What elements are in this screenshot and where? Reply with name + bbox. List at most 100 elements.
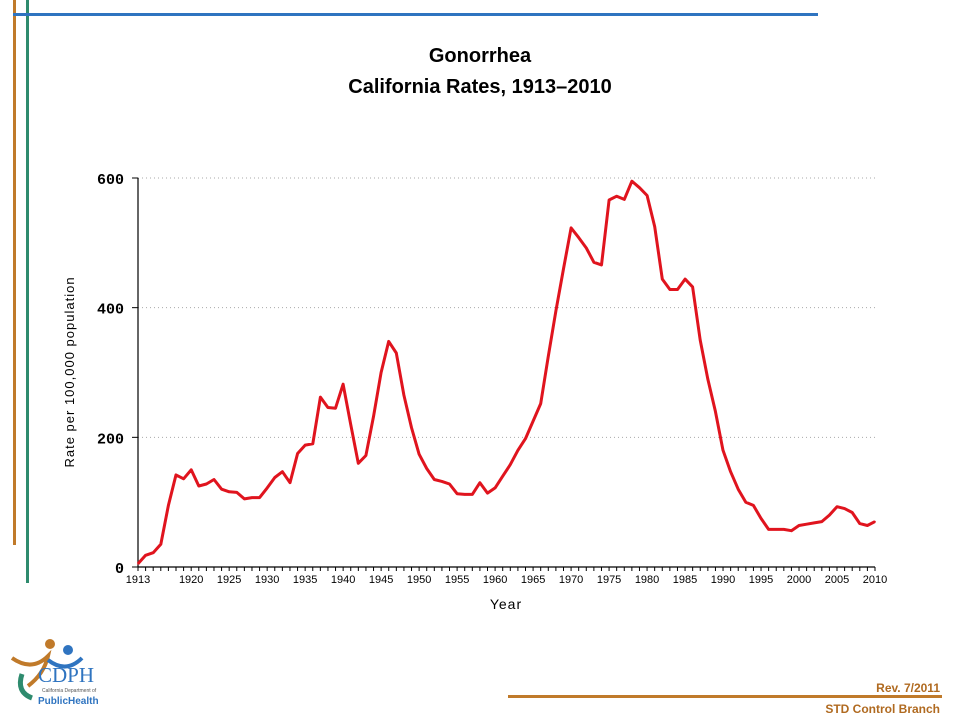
data-point [441, 480, 443, 483]
chart-subtitle: California Rates, 1913–2010 [348, 76, 612, 98]
x-tick-label: 1945 [369, 574, 393, 586]
data-point [334, 407, 337, 410]
data-point [304, 444, 307, 446]
logo-figure-arm-icon [10, 649, 52, 688]
data-point [517, 449, 519, 452]
orange-accent-bar [13, 0, 16, 545]
data-point [342, 383, 344, 386]
data-point [676, 288, 679, 291]
x-tick-label: 1925 [217, 574, 241, 586]
logo-figure-head-icon [63, 645, 73, 655]
logo-subtitle: California Department of [42, 688, 97, 694]
x-tick-label: 1940 [331, 574, 355, 586]
x-tick-label: 1975 [597, 574, 621, 586]
data-point [296, 452, 299, 455]
data-point [752, 504, 755, 507]
data-point [448, 483, 451, 485]
x-tick-label: 1970 [559, 574, 583, 586]
data-point [699, 339, 701, 341]
data-point [570, 227, 572, 229]
data-point [539, 402, 542, 405]
data-point [433, 478, 436, 481]
data-point [182, 478, 185, 480]
data-point [684, 278, 686, 280]
data-point [494, 487, 496, 489]
data-point [471, 493, 474, 496]
x-tick-label: 2000 [787, 574, 811, 586]
data-point [258, 496, 261, 499]
data-point [418, 453, 420, 456]
data-point [213, 478, 215, 481]
data-point [425, 467, 428, 470]
data-point [562, 268, 565, 270]
data-point [190, 469, 192, 471]
data-point [281, 470, 284, 473]
data-point [623, 198, 626, 201]
data-point [205, 483, 208, 485]
logo-name: CDPH [38, 663, 94, 687]
x-tick-labels: 1913 1920 1925 1930 1935 1940 1945 1950 1955 1960… [126, 574, 887, 586]
y-tick-label: 200 [97, 431, 124, 448]
data-point [243, 498, 246, 500]
data-point [274, 476, 276, 479]
data-point [821, 520, 823, 523]
data-point [372, 415, 375, 418]
data-point [319, 396, 322, 398]
data-point [266, 487, 269, 489]
data-point [387, 340, 390, 343]
data-point [251, 496, 253, 499]
green-accent-bar [26, 0, 29, 583]
data-point [167, 504, 170, 507]
x-tick-label: 1920 [179, 574, 203, 586]
data-point [532, 420, 534, 422]
data-point [608, 199, 610, 201]
data-point [707, 378, 709, 380]
cdph-logo: CDPH California Department of PublicHeal… [10, 639, 99, 707]
data-point [600, 264, 603, 266]
data-point [144, 554, 147, 557]
data-point [798, 524, 800, 527]
chart-title: Gonorrhea [428, 45, 532, 67]
axes [137, 178, 876, 571]
y-axis-label: Rate per 100,000 population [62, 276, 77, 467]
data-point [152, 551, 154, 554]
data-point [874, 520, 876, 523]
data-point [859, 522, 861, 525]
y-tick-label: 0 [115, 561, 124, 578]
data-point [615, 195, 618, 197]
data-point [236, 491, 238, 494]
logo-tagline: PublicHealth [38, 696, 99, 707]
data-point [228, 491, 230, 493]
data-point [463, 493, 466, 496]
data-point [783, 528, 785, 531]
data-point [653, 225, 656, 228]
data-point [547, 355, 550, 358]
logo-figure-head-icon [45, 639, 55, 649]
y-tick-label: 600 [97, 172, 124, 189]
x-tick-label: 2010 [863, 574, 887, 586]
logo-swoosh-icon [17, 673, 34, 701]
data-point [714, 410, 717, 413]
x-tick-label: 1995 [749, 574, 773, 586]
data-points [137, 180, 876, 565]
data-point [775, 528, 777, 531]
data-point [790, 529, 793, 532]
bottom-orange-rule [508, 695, 942, 698]
data-point [501, 475, 504, 478]
data-point [509, 463, 512, 466]
data-point [669, 288, 671, 291]
data-point [486, 492, 489, 494]
data-point [198, 485, 200, 487]
series-line-rate [136, 179, 876, 565]
logo-figure-arm-icon [46, 656, 84, 669]
data-point [160, 543, 162, 546]
data-point [524, 437, 527, 440]
data-point [175, 474, 177, 476]
x-tick-label: 1935 [293, 574, 317, 586]
x-tick-label: 1980 [635, 574, 659, 586]
x-tick-label: 1960 [483, 574, 507, 586]
data-point [349, 423, 352, 426]
data-point [410, 426, 413, 429]
x-tick-label: 2005 [825, 574, 849, 586]
